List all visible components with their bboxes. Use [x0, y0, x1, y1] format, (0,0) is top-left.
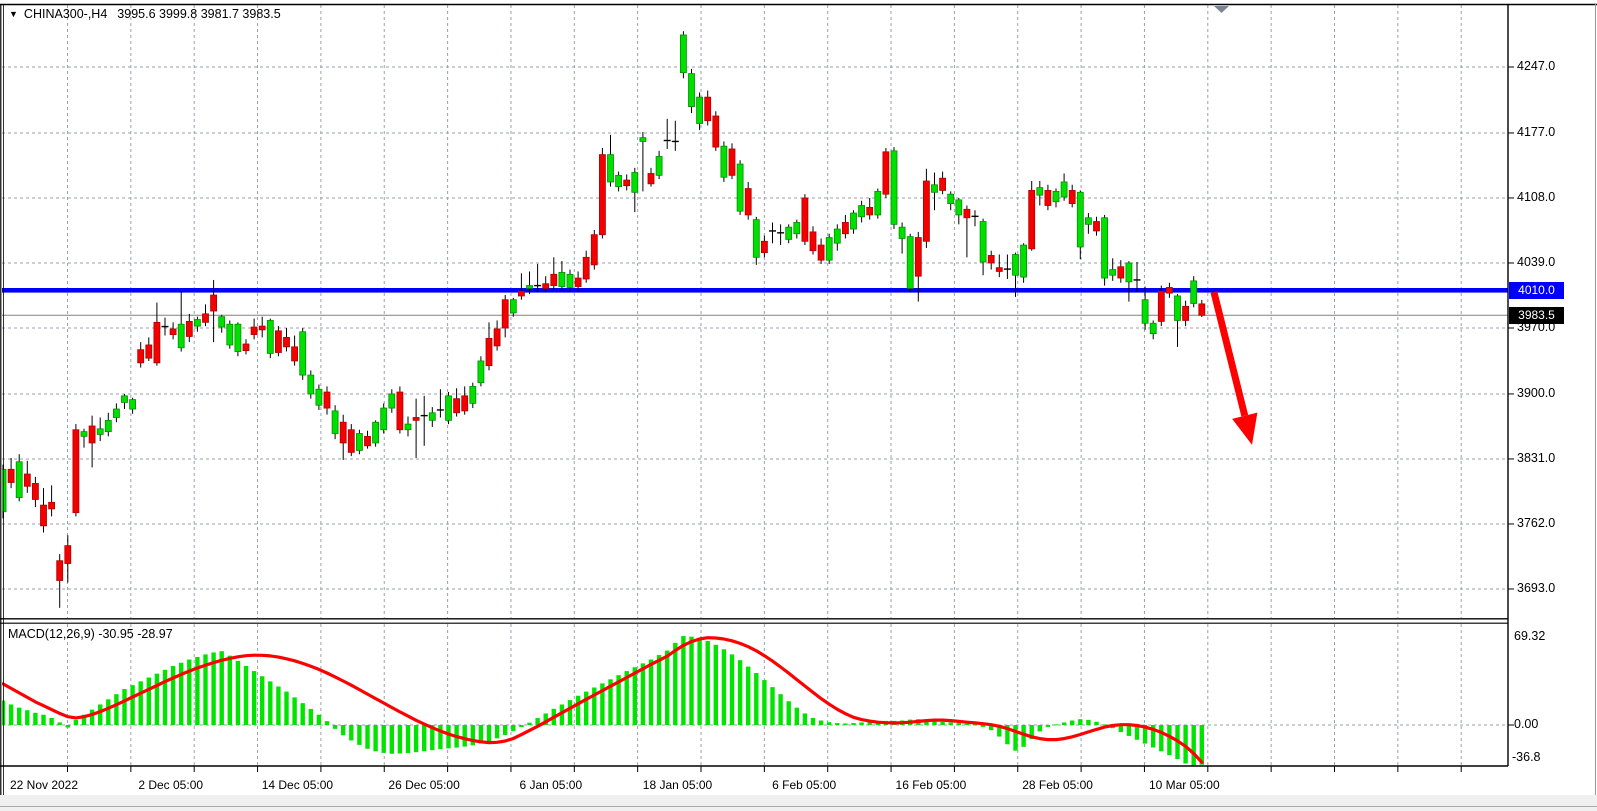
symbol-dropdown-icon: ▼	[9, 9, 18, 19]
time-tick-label: 14 Dec 05:00	[261, 778, 334, 792]
price-tick-label: 3831.0	[1517, 450, 1556, 465]
macd-max-label: 69.32	[1514, 629, 1546, 643]
time-tick-label: 2 Dec 05:00	[138, 778, 204, 792]
time-tick-label: 6 Jan 05:00	[519, 778, 583, 792]
time-tick-label: 28 Feb 05:00	[1022, 778, 1093, 792]
time-tick-label: 22 Nov 2022	[9, 778, 79, 792]
price-tick-label: 3900.0	[1517, 385, 1556, 400]
macd-signal-line	[2, 636, 1204, 764]
macd-panel[interactable]	[1, 636, 1204, 772]
macd-min-label: -36.8	[1512, 750, 1541, 764]
time-tick-label: 26 Dec 05:00	[388, 778, 460, 792]
price-tick-label: 4108.0	[1517, 189, 1556, 204]
time-tick-label: 18 Jan 05:00	[642, 778, 713, 792]
price-tick-label: 4247.0	[1517, 59, 1556, 73]
time-tick-label: 10 Mar 05:00	[1148, 778, 1220, 792]
last-close-badge: 3983.5	[1509, 306, 1564, 324]
window-bottom-divider	[0, 806, 1597, 807]
chart-shift-marker-icon[interactable]	[1214, 6, 1229, 13]
time-tick-label: 16 Feb 05:00	[895, 778, 967, 792]
trend-arrow-down[interactable]	[1210, 291, 1258, 445]
horizontal-line-4010[interactable]	[2, 288, 1508, 293]
main-panel[interactable]	[0, 31, 1508, 608]
macd-zero-label: 0.00	[1514, 717, 1539, 731]
gridlines	[2, 5, 1508, 766]
macd-indicator-label: MACD(12,26,9) -30.95 -28.97	[8, 627, 173, 641]
chart-title: ▼ CHINA300-,H4 3995.6 3999.8 3981.7 3983.5	[9, 7, 281, 21]
price-tick-label: 4177.0	[1517, 124, 1556, 139]
chart-frame	[0, 3, 1597, 795]
price-tick-label: 3693.0	[1517, 580, 1556, 595]
price-tick-label: 4039.0	[1517, 254, 1556, 269]
symbol-timeframe-label: CHINA300-,H4	[23, 7, 108, 21]
ohlc-values: 3995.6 3999.8 3981.7 3983.5	[117, 7, 281, 21]
price-tick-label: 3762.0	[1517, 515, 1556, 530]
current-price-badge: 4010.0	[1509, 281, 1564, 299]
time-tick-label: 6 Feb 05:00	[772, 778, 837, 792]
